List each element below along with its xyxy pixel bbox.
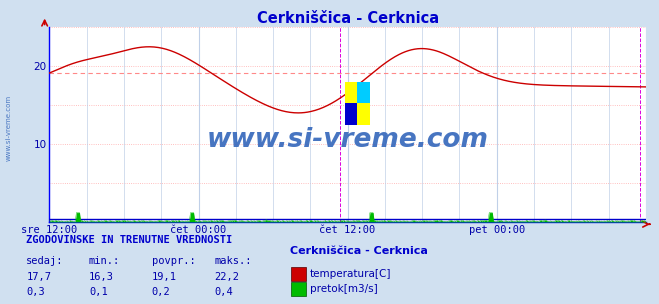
Text: 17,7: 17,7 — [26, 272, 51, 282]
Text: 16,3: 16,3 — [89, 272, 114, 282]
Text: www.si-vreme.com: www.si-vreme.com — [5, 95, 11, 161]
Title: Cerkniščica - Cerknica: Cerkniščica - Cerknica — [256, 11, 439, 26]
Text: 19,1: 19,1 — [152, 272, 177, 282]
Text: min.:: min.: — [89, 257, 120, 267]
Text: povpr.:: povpr.: — [152, 257, 195, 267]
Text: Cerkniščica - Cerknica: Cerkniščica - Cerknica — [290, 246, 428, 256]
Text: maks.:: maks.: — [214, 257, 252, 267]
Text: pretok[m3/s]: pretok[m3/s] — [310, 285, 378, 295]
Text: 0,3: 0,3 — [26, 287, 45, 297]
Bar — [357, 103, 370, 125]
Text: temperatura[C]: temperatura[C] — [310, 269, 391, 279]
Text: ZGODOVINSKE IN TRENUTNE VREDNOSTI: ZGODOVINSKE IN TRENUTNE VREDNOSTI — [26, 235, 233, 245]
Text: sedaj:: sedaj: — [26, 257, 64, 267]
Text: 0,1: 0,1 — [89, 287, 107, 297]
Bar — [357, 82, 370, 103]
Bar — [345, 103, 357, 125]
Text: 0,2: 0,2 — [152, 287, 170, 297]
Text: 0,4: 0,4 — [214, 287, 233, 297]
Text: www.si-vreme.com: www.si-vreme.com — [207, 127, 488, 153]
Bar — [345, 82, 357, 103]
Text: 22,2: 22,2 — [214, 272, 239, 282]
